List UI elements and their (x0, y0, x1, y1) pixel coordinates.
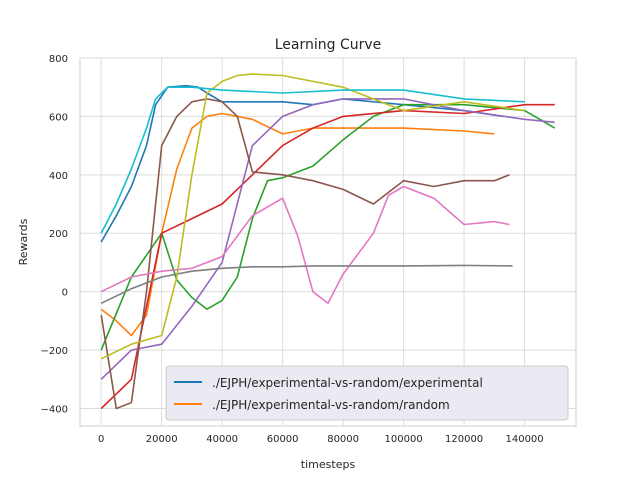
x-tick-label: 100000 (385, 434, 423, 445)
y-tick-label: 800 (49, 54, 68, 65)
series-line-9 (100, 86, 525, 234)
x-tick-label: 60000 (267, 434, 299, 445)
y-axis-label: Rewards (17, 218, 30, 265)
series-layer (100, 73, 556, 410)
tick-labels: 0 20000 40000 60000 80000 100000 120000 140000 −… (41, 54, 544, 445)
y-tick-label: 600 (49, 112, 68, 123)
y-tick-label: 0 (62, 288, 68, 299)
legend-entry: ./EJPH/experimental-vs-random/random (212, 398, 450, 412)
x-tick-label: 20000 (146, 434, 178, 445)
series-line-8 (100, 73, 525, 360)
plot-area (79, 57, 577, 427)
series-line-6 (100, 185, 510, 305)
x-tick-label: 80000 (327, 434, 359, 445)
series-line-2 (100, 103, 556, 351)
chart-title: Learning Curve (275, 37, 382, 53)
y-tick-label: −400 (41, 404, 68, 415)
series-line-7 (100, 264, 513, 305)
x-tick-label: 140000 (505, 434, 543, 445)
x-axis-label: timesteps (301, 458, 356, 471)
y-tick-label: −200 (41, 346, 68, 357)
y-tick-label: 400 (49, 171, 68, 182)
series-line-1 (100, 112, 495, 337)
series-line-3 (100, 103, 555, 410)
x-tick-label: 40000 (206, 434, 238, 445)
x-tick-label: 120000 (445, 434, 483, 445)
legend-box (165, 365, 569, 421)
series-line-4 (100, 98, 555, 380)
series-line-5 (100, 98, 510, 410)
y-tick-label: 200 (49, 229, 68, 240)
x-tick-label: 0 (98, 434, 104, 445)
legend-entry: ./EJPH/experimental-vs-random/experiment… (212, 376, 483, 390)
legend: ./EJPH/experimental-vs-random/experiment… (165, 365, 569, 421)
